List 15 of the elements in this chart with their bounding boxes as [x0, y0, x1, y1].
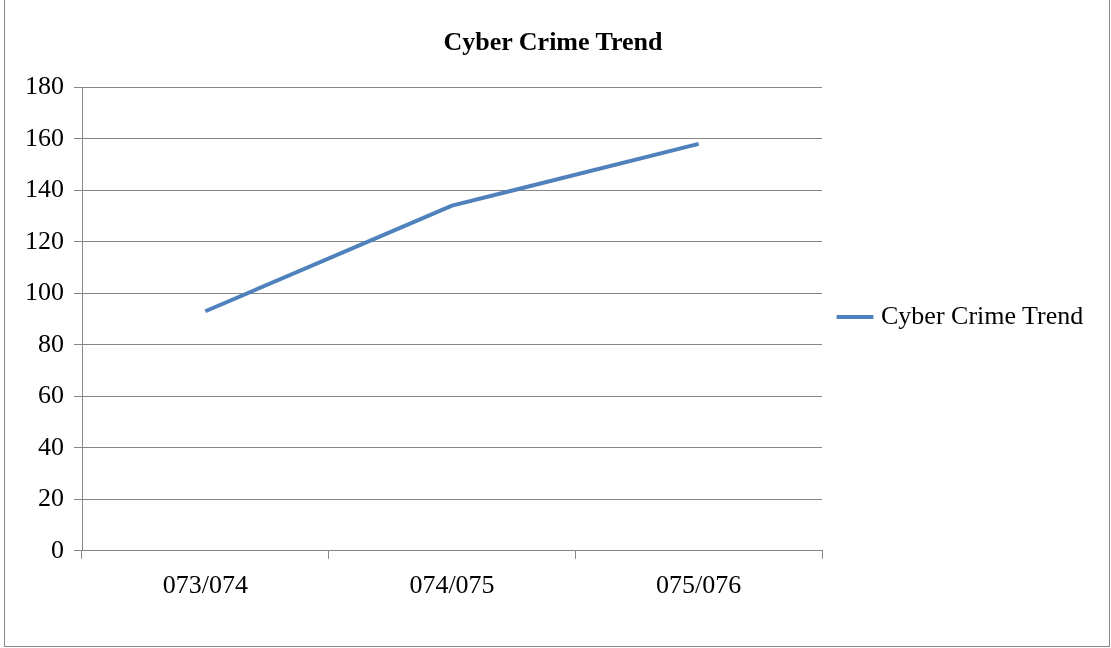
x-tick-label: 073/074 [162, 570, 248, 600]
y-tick-label: 40 [38, 431, 64, 461]
x-tick-label: 074/075 [409, 570, 495, 600]
y-tick-label: 100 [25, 277, 64, 307]
x-tick-label: 075/076 [656, 570, 742, 600]
y-tick-label: 160 [25, 122, 64, 152]
y-tick-label: 140 [25, 174, 64, 204]
y-tick-label: 20 [38, 483, 64, 513]
chart-title: Cyber Crime Trend [443, 27, 664, 57]
y-tick-label: 60 [38, 380, 64, 410]
y-tick-label: 80 [38, 328, 64, 358]
y-tick-label: 120 [25, 225, 64, 255]
y-tick-label: 0 [51, 534, 64, 564]
legend-label: Cyber Crime Trend [881, 300, 1084, 330]
y-tick-label: 180 [25, 71, 64, 101]
